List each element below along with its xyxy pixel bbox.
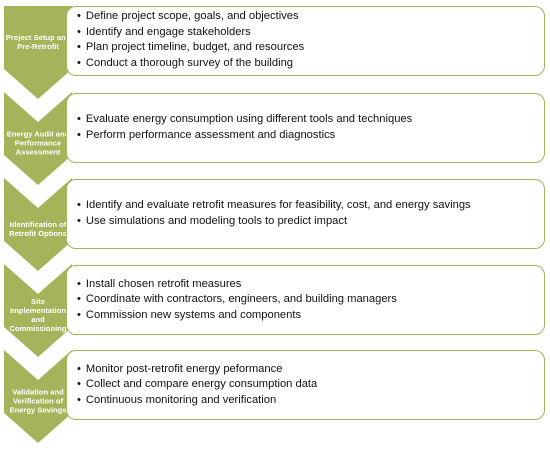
bullet-item: Identify and engage stakeholders: [77, 25, 538, 41]
bullet-item: Continuous monitoring and verification: [77, 393, 538, 409]
step-title-line: Energy Audit and: [7, 130, 70, 139]
chevron-step-5: [4, 350, 72, 443]
bullet-item: Commission new systems and components: [77, 308, 538, 324]
step-4-title: Site Implementation and Commissioning: [10, 297, 67, 333]
step-title-line: Site: [31, 297, 45, 306]
step-4-bullet-list: Install chosen retrofit measuresCoordina…: [77, 277, 538, 324]
step-5-bullet-list: Monitor post-retrofit energy peformanceC…: [77, 362, 538, 409]
step-5-details-box: Monitor post-retrofit energy peformanceC…: [66, 350, 545, 420]
step-title-line: Pre-Retrofit: [17, 42, 59, 51]
step-title-line: Assessment: [16, 148, 61, 157]
step-title-line: Retrofit Options: [9, 229, 67, 238]
chevron-step-3: [4, 178, 72, 271]
step-title-line: Implementation: [10, 306, 66, 315]
step-3-details-box: Identify and evaluate retrofit measures …: [66, 179, 545, 249]
step-title-line: Performance: [15, 139, 61, 148]
bullet-item: Plan project timeline, budget, and resou…: [77, 40, 538, 56]
step-title-line: Verification of: [13, 397, 64, 406]
step-title-line: Commissioning: [10, 324, 67, 333]
step-5-title: Validation and Verification of Energy Savi…: [10, 388, 67, 415]
chevron-step-1: [4, 6, 72, 99]
step-2-title: Energy Audit and Performance Assessment: [7, 130, 70, 157]
step-title-line: Project Setup and: [6, 33, 71, 42]
step-3-bullet-list: Identify and evaluate retrofit measures …: [77, 198, 538, 229]
bullet-item: Evaluate energy consumption using differ…: [77, 112, 538, 128]
step-2-details-box: Evaluate energy consumption using differ…: [66, 93, 545, 163]
step-2-bullet-list: Evaluate energy consumption using differ…: [77, 112, 538, 143]
bullet-item: Use simulations and modeling tools to pr…: [77, 214, 538, 230]
step-3-title: Identification of Retrofit Options: [9, 220, 67, 238]
step-4-details-box: Install chosen retrofit measuresCoordina…: [66, 265, 545, 335]
bullet-item: Collect and compare energy consumption d…: [77, 377, 538, 393]
step-title-line: Identification of: [10, 220, 67, 229]
bullet-item: Coordinate with contractors, engineers, …: [77, 292, 538, 308]
step-title-line: Energy Savings: [10, 406, 67, 415]
step-1-bullet-list: Define project scope, goals, and objecti…: [77, 9, 538, 71]
bullet-item: Monitor post-retrofit energy peformance: [77, 362, 538, 378]
bullet-item: Identify and evaluate retrofit measures …: [77, 198, 538, 214]
step-1-details-box: Define project scope, goals, and objecti…: [66, 6, 545, 76]
step-title-line: Validation and: [12, 388, 64, 397]
chevron-step-4: [4, 264, 72, 357]
step-1-title: Project Setup and Pre-Retrofit: [6, 33, 71, 51]
step-title-line: and: [31, 315, 45, 324]
bullet-item: Conduct a thorough survey of the buildin…: [77, 56, 538, 72]
bullet-item: Install chosen retrofit measures: [77, 277, 538, 293]
bullet-item: Perform performance assessment and diagn…: [77, 128, 538, 144]
bullet-item: Define project scope, goals, and objecti…: [77, 9, 538, 25]
chevron-step-2: [4, 92, 72, 185]
